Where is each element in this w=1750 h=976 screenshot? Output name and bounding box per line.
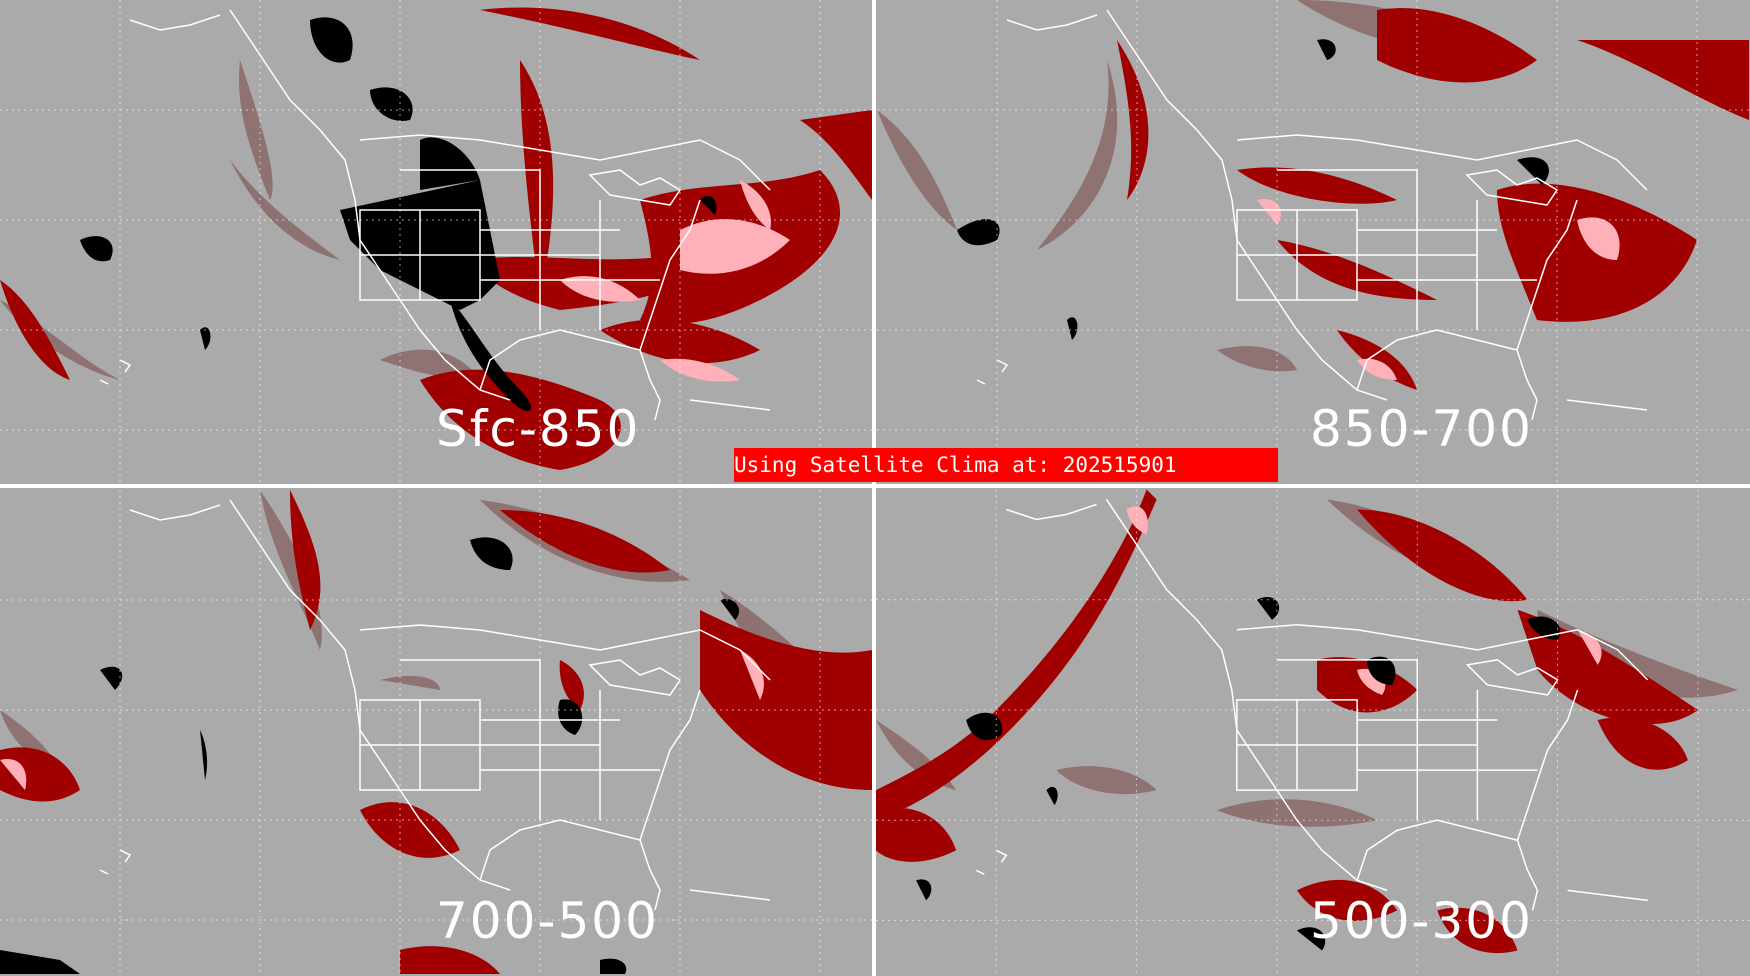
map-panel-850-700: 850-700 <box>876 0 1750 484</box>
layer-label-700-500: 700-500 <box>436 892 659 950</box>
map-panel-700-500: 700-500 <box>0 488 872 976</box>
map-graphic-700-500 <box>0 489 872 975</box>
climatology-banner: Using Satellite Clima at: 202515901 <box>734 448 1278 482</box>
map-graphic-850-700 <box>876 0 1750 484</box>
map-graphic-sfc-850 <box>0 0 872 484</box>
layer-label-850-700: 850-700 <box>1310 400 1533 458</box>
layer-label-sfc-850: Sfc-850 <box>436 400 641 458</box>
map-panel-sfc-850: Sfc-850 <box>0 0 872 484</box>
map-panel-500-300: 500-300 <box>876 488 1750 976</box>
layer-label-500-300: 500-300 <box>1310 892 1533 950</box>
panel-divider-horizontal <box>0 484 1750 488</box>
map-graphic-500-300 <box>876 488 1750 976</box>
panel-divider-vertical <box>872 0 876 976</box>
